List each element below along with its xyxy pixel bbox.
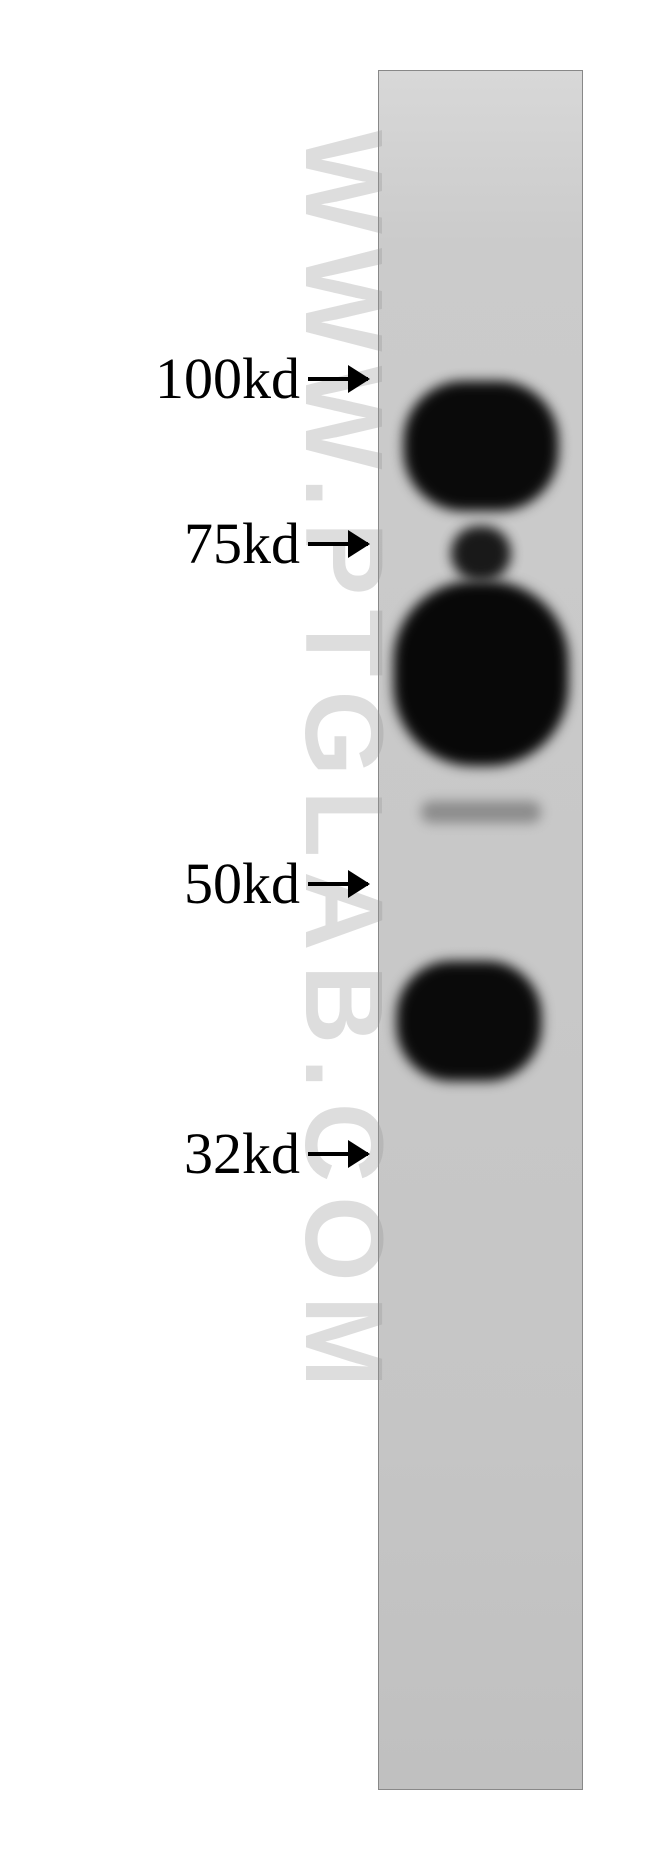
arrow-right-icon bbox=[308, 882, 368, 886]
marker-weight-text: 75kd bbox=[184, 510, 300, 577]
blot-lane bbox=[378, 70, 583, 1790]
blot-band bbox=[421, 801, 541, 823]
blot-band bbox=[451, 526, 511, 581]
arrow-right-icon bbox=[308, 542, 368, 546]
marker-weight-text: 100kd bbox=[155, 345, 300, 412]
arrow-right-icon bbox=[308, 377, 368, 381]
marker-weight-text: 32kd bbox=[184, 1120, 300, 1187]
blot-band bbox=[393, 581, 568, 766]
blot-band bbox=[396, 961, 541, 1081]
blot-band bbox=[403, 381, 558, 511]
marker-label: 32kd bbox=[184, 1120, 368, 1187]
marker-weight-text: 50kd bbox=[184, 850, 300, 917]
marker-label: 75kd bbox=[184, 510, 368, 577]
arrow-right-icon bbox=[308, 1152, 368, 1156]
marker-label: 50kd bbox=[184, 850, 368, 917]
marker-label: 100kd bbox=[155, 345, 368, 412]
western-blot-figure: WWW.PTGLAB.COM 100kd75kd50kd32kd bbox=[0, 0, 650, 1855]
